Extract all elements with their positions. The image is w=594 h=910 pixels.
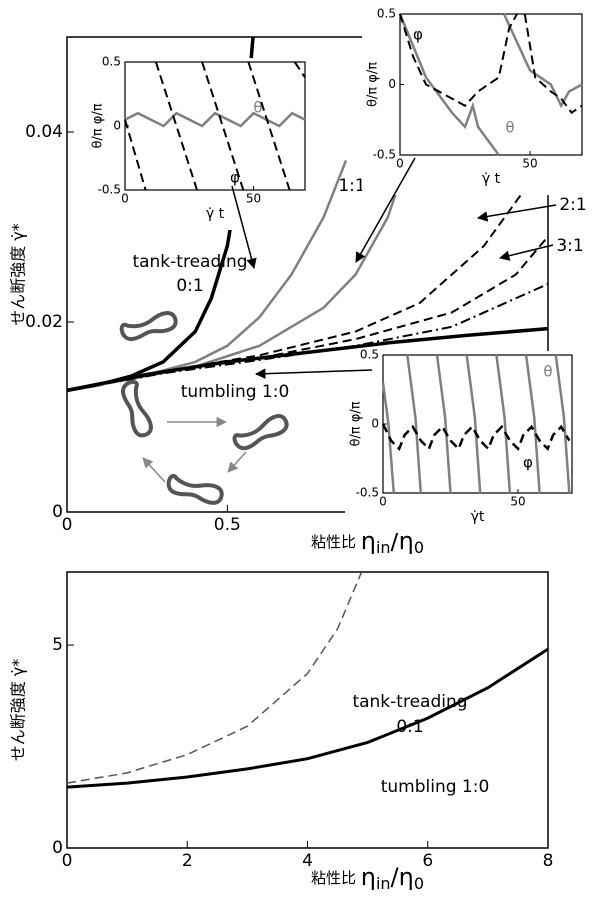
x-tick-label: 8 (543, 851, 554, 871)
x-axis-label: γ̇ t (206, 206, 225, 222)
arrow (478, 205, 556, 218)
x-axis-label-part: 粘性比 (311, 533, 361, 551)
y-tick-label: 0 (52, 838, 63, 858)
figure: 00.511.500.020.04せん断強度 γ̇*粘性比 ηin/η0tank… (0, 0, 594, 910)
y-tick-label: 5 (52, 635, 63, 655)
x-axis-label-part: in (376, 538, 391, 557)
y-tick-label: 0.5 (360, 348, 379, 362)
series-label: φ (413, 26, 423, 44)
x-axis-label-part: 0 (414, 538, 424, 557)
annotation: 0:1 (176, 276, 203, 296)
x-tick-label: 50 (510, 495, 525, 509)
x-tick-label: 50 (522, 157, 537, 171)
y-tick-label: 0 (371, 417, 379, 431)
y-axis-label: せん断強度 γ̇* (9, 223, 28, 326)
x-axis-label-part: in (376, 874, 391, 893)
x-tick-label: 0 (62, 851, 73, 871)
plot-frame (67, 572, 548, 848)
y-tick-label: 0.5 (102, 55, 121, 69)
y-tick-label: -0.5 (98, 183, 121, 197)
annotation: 1:1 (338, 176, 365, 196)
vesicle (121, 380, 153, 438)
series-line (67, 572, 362, 783)
annotation: tank-treading (352, 692, 467, 712)
arrow (228, 452, 246, 472)
series-label: θ (543, 363, 552, 381)
annotation: tank-treading (132, 252, 247, 272)
annotation: tumbling 1:0 (181, 382, 290, 402)
annotation: 2:1 (559, 195, 586, 215)
series-label: φ (523, 454, 533, 472)
x-tick-label: 0 (379, 495, 387, 509)
vesicle (232, 413, 290, 451)
x-axis-label: 粘性比 ηin/η0 (311, 863, 424, 893)
x-axis-label-part: /η (391, 863, 414, 891)
annotation: tumbling 1:0 (381, 777, 490, 797)
series-label: φ (230, 169, 240, 187)
y-axis-label: θ/π φ/π (91, 103, 106, 148)
x-axis-label-part: 0 (414, 874, 424, 893)
x-axis-label: γ̇t (471, 509, 485, 525)
y-tick-label: 0 (113, 119, 121, 133)
x-axis-label: γ̇ t (482, 171, 501, 187)
arrow (143, 458, 165, 482)
annotation: 3:1 (556, 236, 583, 256)
y-tick-label: 0.5 (377, 7, 396, 21)
y-tick-label: 0.04 (25, 122, 63, 142)
series-label: θ (505, 119, 514, 137)
x-tick-label: 2 (182, 851, 193, 871)
x-tick-label: 0.5 (214, 515, 241, 535)
arrow (500, 245, 553, 258)
y-tick-label: 0 (388, 77, 396, 91)
y-axis-label: θ/π φ/π (349, 401, 364, 446)
y-tick-label: 0 (52, 502, 63, 522)
series-label: θ (253, 99, 262, 117)
y-tick-label: -0.5 (356, 486, 379, 500)
x-tick-label: 0 (62, 515, 73, 535)
vesicle (120, 311, 177, 340)
x-tick-label: 50 (246, 192, 261, 206)
series-line (67, 649, 548, 787)
x-tick-label: 6 (422, 851, 433, 871)
x-tick-label: 0 (121, 192, 129, 206)
y-tick-label: -0.5 (373, 148, 396, 162)
annotation: 0:1 (396, 717, 423, 737)
x-axis-label-part: 粘性比 (311, 869, 361, 887)
vesicle (166, 472, 224, 506)
x-tick-label: 0 (396, 157, 404, 171)
y-axis-label: θ/π φ/π (366, 62, 381, 107)
x-axis-label-part: η (361, 863, 376, 891)
y-axis-label: せん断強度 γ̇* (9, 659, 28, 762)
y-tick-label: 0.02 (25, 312, 63, 332)
